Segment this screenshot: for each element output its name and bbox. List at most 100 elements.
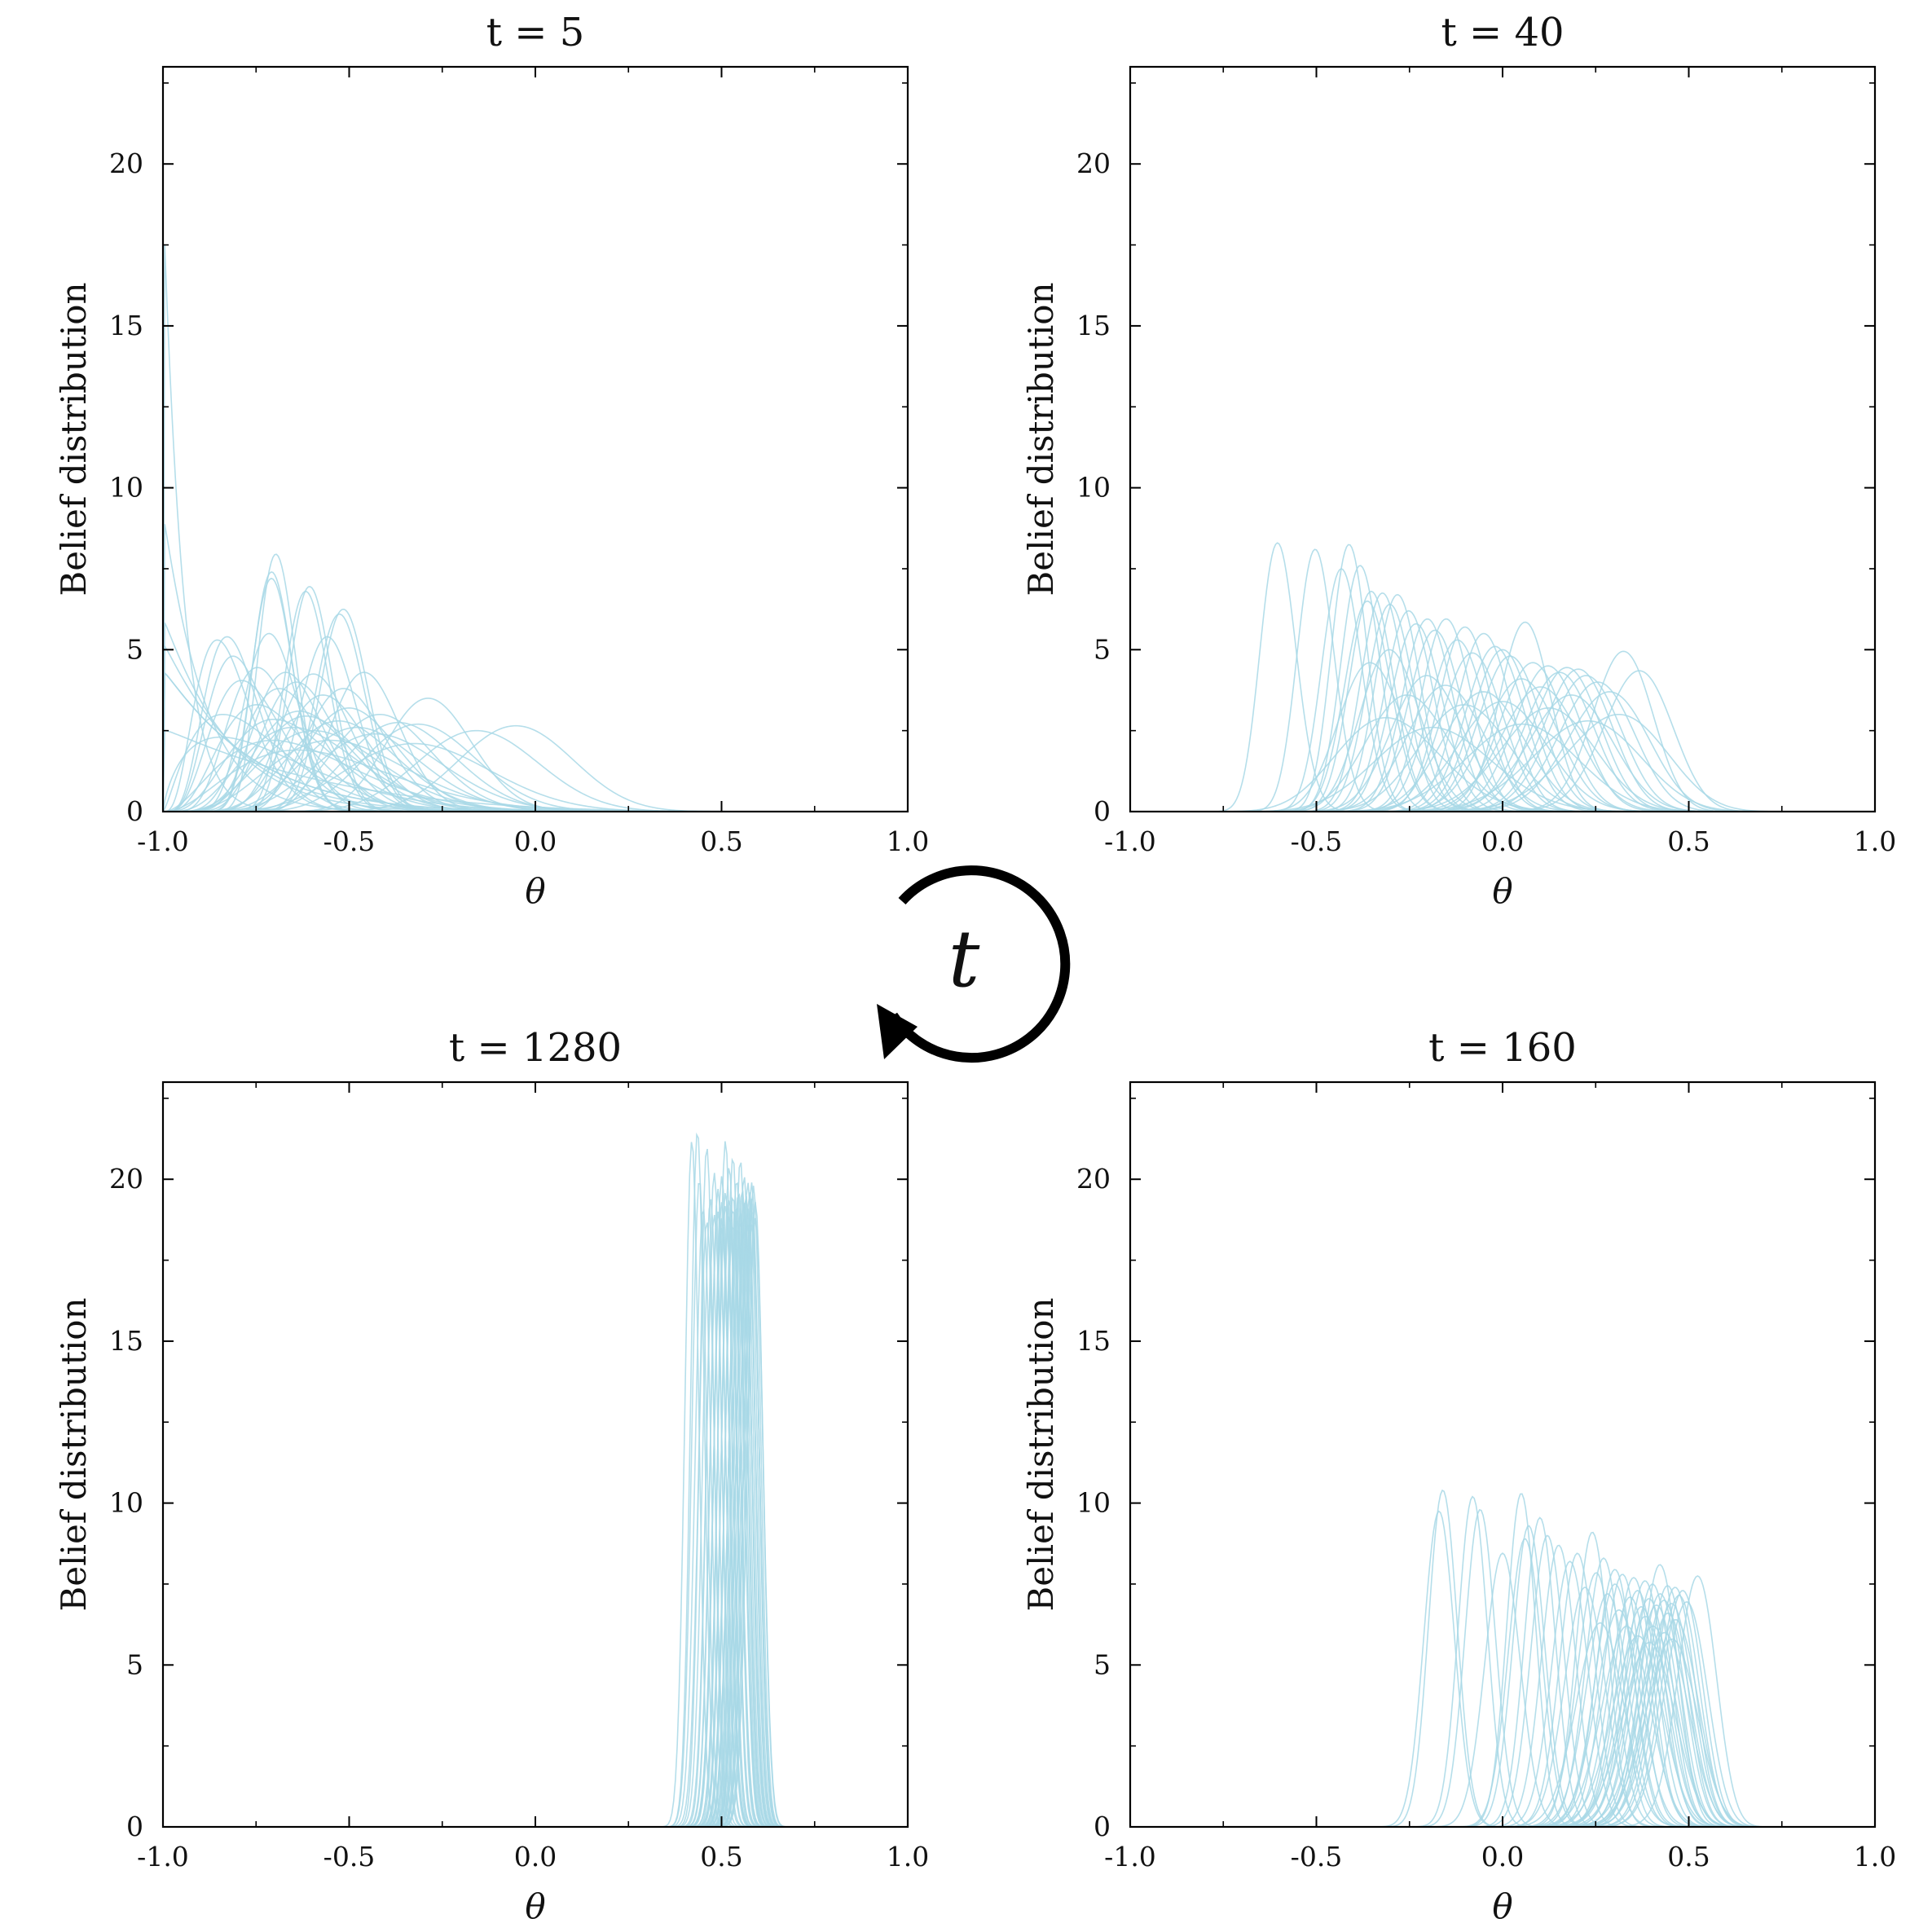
- series-line-1: [163, 553, 908, 812]
- series-line-7: [163, 613, 908, 812]
- series-line-4: [163, 586, 908, 812]
- series-line-42: [163, 1222, 908, 1827]
- y-tick-label: 0: [1094, 1811, 1111, 1842]
- x-tick-label: 0.0: [1481, 1841, 1524, 1873]
- series-line-18: [1130, 621, 1875, 812]
- series-line-7: [163, 1168, 908, 1827]
- series-line-31: [1130, 670, 1875, 812]
- series-line-3: [1130, 544, 1875, 812]
- series-group: [163, 1132, 908, 1827]
- x-tick-label: 0.0: [514, 825, 557, 857]
- x-tick-label: 1.0: [887, 1841, 929, 1873]
- series-line-40: [163, 1215, 908, 1827]
- series-group: [1130, 1489, 1875, 1827]
- series-line-9: [1130, 1538, 1875, 1827]
- series-line-8: [163, 1182, 908, 1827]
- series-line-49: [163, 1231, 908, 1827]
- series-line-45: [163, 1225, 908, 1827]
- x-axis-label: θ: [525, 1886, 545, 1926]
- series-line-5: [163, 591, 908, 812]
- series-line-10: [1130, 1552, 1875, 1827]
- series-line-35: [163, 1202, 908, 1827]
- series-line-13: [163, 1182, 908, 1827]
- series-line-12: [163, 1177, 908, 1827]
- series-line-33: [163, 1213, 908, 1827]
- series-line-13: [1130, 618, 1875, 812]
- plot-frame: [161, 1080, 909, 1829]
- series-line-8: [1130, 593, 1875, 812]
- series-line-44: [1130, 704, 1875, 812]
- series-line-25: [1130, 655, 1875, 812]
- chart-title: t = 1280: [449, 1025, 622, 1071]
- series-line-22: [163, 1192, 908, 1827]
- cycle-arrowhead-icon: [877, 1004, 918, 1059]
- y-tick-label: 5: [1094, 633, 1111, 665]
- series-line-35: [1130, 678, 1875, 812]
- x-axis-label: θ: [525, 871, 545, 911]
- series-line-3: [163, 1141, 908, 1827]
- series-line-10: [163, 1176, 908, 1827]
- x-tick-label: 1.0: [1854, 1841, 1896, 1873]
- plot-frame: [161, 65, 909, 813]
- series-line-28: [1130, 665, 1875, 812]
- series-line-46: [163, 1217, 908, 1827]
- series-line-24: [163, 1202, 908, 1827]
- chart-panel-4: t = 160 -1.0 -0.5 0.0 0.5 1.0 0 5 10 15 20 θ Belief …: [1021, 1025, 1896, 1926]
- series-line-21: [1130, 649, 1875, 812]
- series-line-4: [163, 1148, 908, 1827]
- cycle-arrow-icon: [888, 865, 1071, 1063]
- series-line-28: [163, 1199, 908, 1827]
- series-line-30: [163, 1211, 908, 1827]
- series-line-18: [163, 681, 908, 812]
- series-line-29: [1130, 667, 1875, 812]
- series-line-27: [163, 1203, 908, 1827]
- x-tick-label: -0.5: [1291, 825, 1343, 857]
- series-line-33: [1130, 675, 1875, 812]
- series-line-15: [163, 1186, 908, 1827]
- series-line-50: [163, 1224, 908, 1827]
- series-line-39: [1130, 691, 1875, 812]
- series-line-14: [163, 671, 908, 812]
- time-cycle-arrow: t: [877, 865, 1071, 1063]
- series-line-41: [163, 1211, 908, 1827]
- series-line-19: [163, 1193, 908, 1827]
- y-tick-label: 15: [109, 1325, 143, 1357]
- series-line-40: [1130, 691, 1875, 812]
- series-line-45: [1130, 1625, 1875, 1827]
- series-line-3: [1130, 1495, 1875, 1827]
- chart-panel-2: t = 40 -1.0 -0.5 0.0 0.5 1.0 0 5 10 15 20 θ Belief d…: [1021, 10, 1896, 911]
- series-line-35: [163, 723, 908, 812]
- series-line-48: [163, 1229, 908, 1827]
- series-line-37: [1130, 684, 1875, 812]
- chart-title: t = 40: [1441, 10, 1564, 55]
- series-line-25: [163, 1200, 908, 1827]
- y-axis-label: Belief distribution: [54, 1297, 94, 1611]
- series-line-23: [163, 1199, 908, 1827]
- series-line-6: [163, 1162, 908, 1827]
- y-tick-label: 5: [126, 1648, 143, 1680]
- x-tick-label: 0.5: [1667, 825, 1710, 857]
- x-tick-label: -1.0: [1104, 825, 1156, 857]
- series-line-30: [1130, 668, 1875, 812]
- series-line-48: [1130, 1635, 1875, 1827]
- series-line-1: [163, 1132, 908, 1827]
- y-tick-label: 10: [109, 472, 143, 504]
- series-line-29: [163, 1208, 908, 1827]
- series-line-15: [163, 673, 908, 812]
- series-line-43: [1130, 701, 1875, 812]
- series-line-20: [163, 688, 908, 812]
- y-tick-label: 10: [1076, 472, 1111, 504]
- series-line-38: [1130, 686, 1875, 812]
- series-line-1: [1130, 542, 1875, 812]
- series-line-49: [1130, 1638, 1875, 1827]
- series-line-5: [163, 1157, 908, 1827]
- series-line-20: [1130, 1577, 1875, 1827]
- y-tick-label: 15: [1076, 1325, 1111, 1357]
- series-line-44: [163, 1222, 908, 1827]
- series-line-11: [163, 1182, 908, 1827]
- series-line-1: [1130, 1489, 1875, 1827]
- x-tick-label: 0.5: [700, 1841, 742, 1873]
- series-line-7: [1130, 1516, 1875, 1827]
- series-group: [163, 244, 908, 812]
- cycle-label: t: [948, 913, 980, 1005]
